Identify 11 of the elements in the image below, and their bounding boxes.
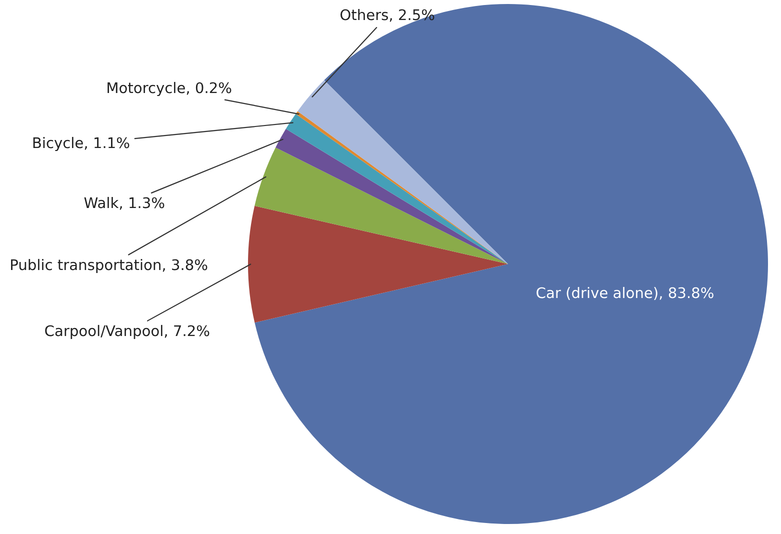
pie-slice [248,206,508,323]
pie-slice [254,4,768,524]
slice-label: Motorcycle, 0.2% [108,82,232,96]
slice-label: Walk, 1.3% [84,196,164,210]
slice-label: Public transportation, 3.8% [11,258,208,274]
slice-label: Others, 2.5% [340,8,434,22]
slice-label: Car (drive alone), 83.8% [536,286,714,300]
slice-label: Bicycle, 1.1% [33,136,130,152]
slice-label: Carpool/Vanpool, 7.2% [45,324,210,340]
pie-slice [254,147,508,264]
pie-slice [298,80,508,264]
